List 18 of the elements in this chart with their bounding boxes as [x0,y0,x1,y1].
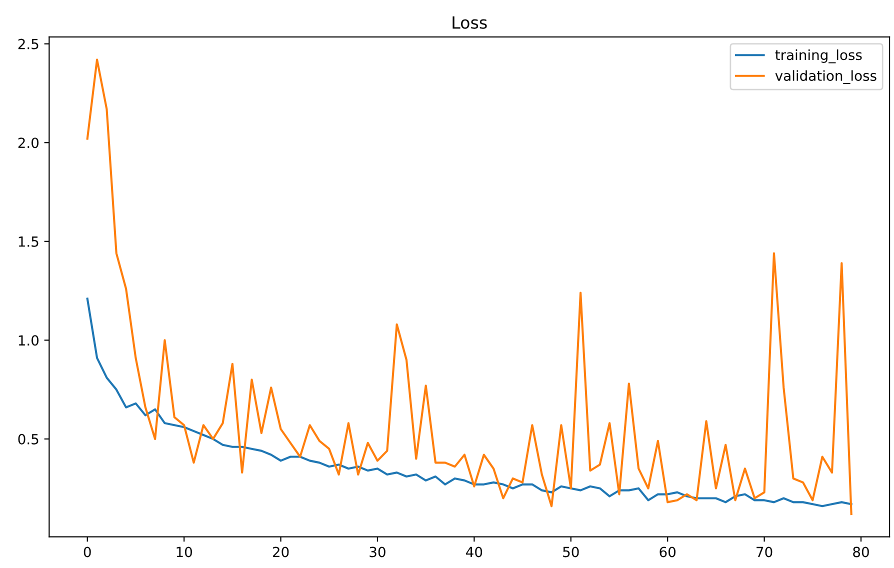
x-tick-label: 50 [563,546,579,558]
legend-label: validation_loss [775,70,876,84]
legend-label: training_loss [775,49,862,64]
y-tick-label: 1.0 [18,335,39,346]
x-tick-label: 10 [176,546,192,558]
y-tick-label: 2.0 [18,138,39,148]
x-tick-label: 80 [853,546,869,558]
chart-title: Loss [452,16,487,29]
x-tick-label: 20 [272,546,289,558]
y-tick-label: 2.5 [18,38,38,50]
x-tick-label: 70 [756,546,772,558]
y-tick-label: 1.5 [18,236,38,247]
x-tick-label: 0 [84,546,91,558]
line-series [86,298,852,508]
x-tick-label: 40 [466,546,482,558]
x-tick-label: 30 [370,546,386,558]
x-tick-label: 60 [660,546,676,558]
y-tick-label: 0.5 [18,434,38,444]
